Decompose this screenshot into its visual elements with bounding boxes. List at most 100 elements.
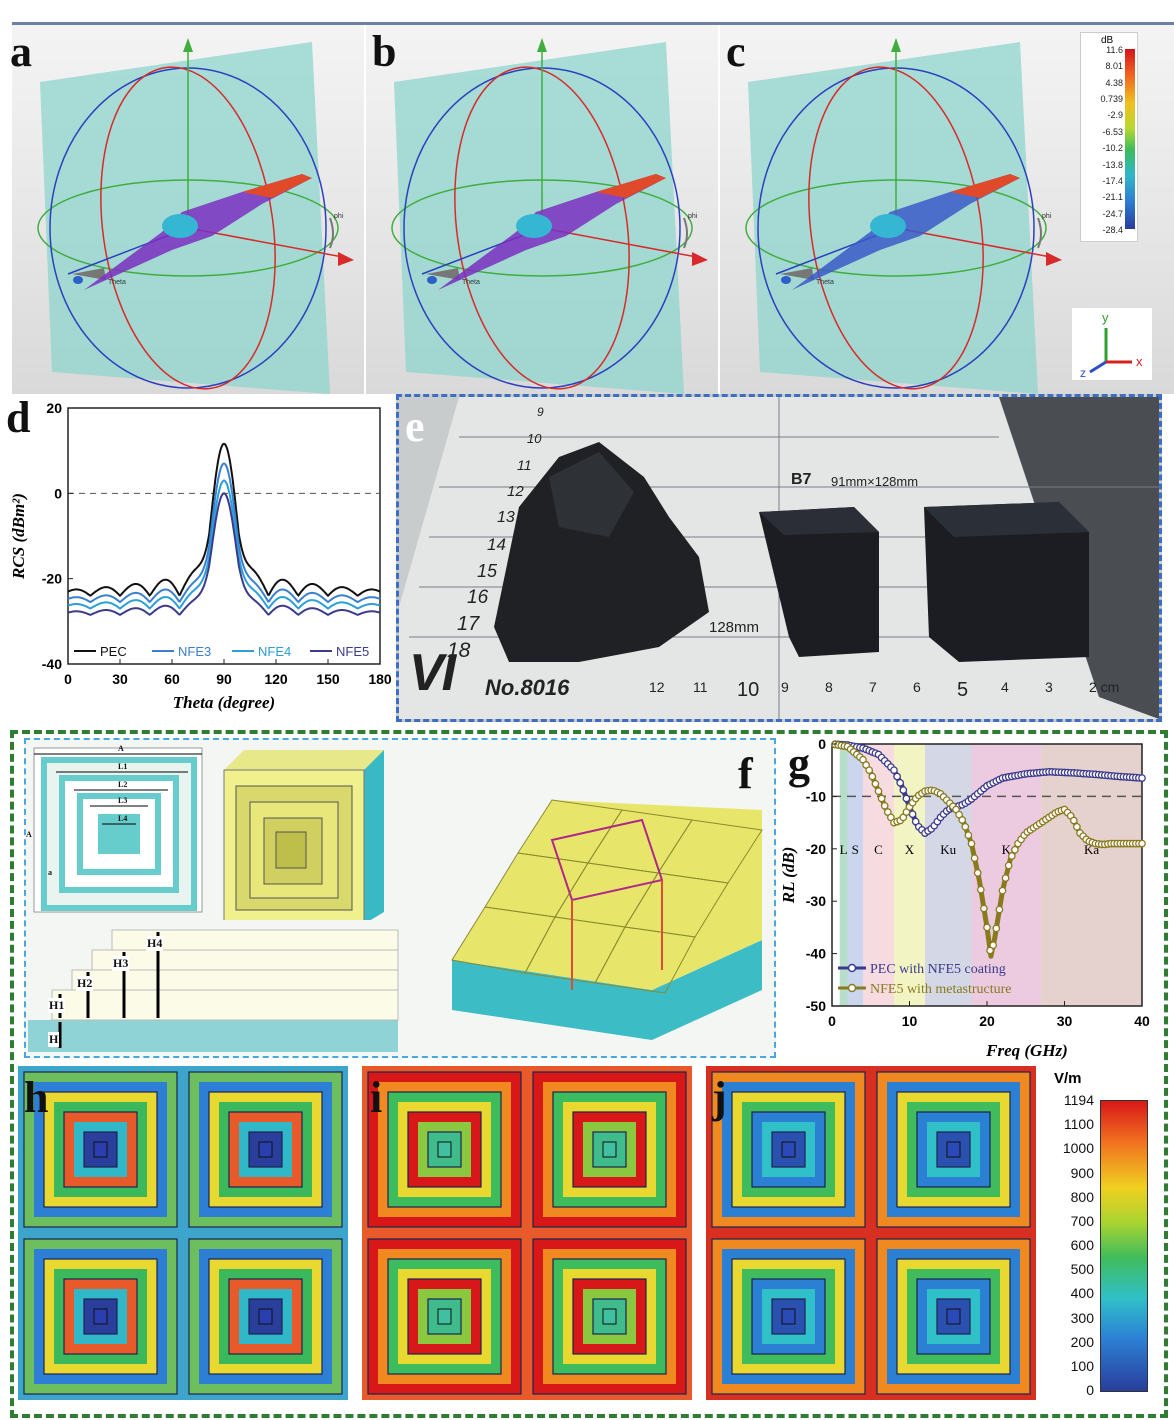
field-unit-cell (532, 1071, 687, 1228)
rcs-plot-frame (67, 407, 381, 665)
db-colorbar-tick: -21.1 (1102, 192, 1123, 203)
rl-point (980, 904, 988, 913)
metastructure-frame (10, 730, 1168, 1418)
ruler-left-number: 17 (457, 613, 480, 635)
panel-label-h: h (24, 1073, 49, 1122)
model-label: No.8016 (485, 675, 570, 700)
rl-legend-marker (847, 963, 857, 973)
triad-arrows (1089, 328, 1132, 374)
field-unit-cell (711, 1071, 866, 1228)
ruler-bottom-number: 8 (825, 679, 833, 695)
rl-band-label: K (1002, 842, 1012, 857)
rl-point (871, 779, 880, 788)
theta-axis-label: Theta (462, 279, 480, 286)
rcs-x-axis-title: Theta (degree) (173, 693, 275, 712)
db-colorbar-tick: -2.9 (1107, 110, 1123, 121)
db-colorbar-tick: -24.7 (1102, 208, 1123, 219)
rl-y-tick-label: -50 (806, 998, 826, 1014)
field-colorbar-tick: 1100 (1063, 1116, 1094, 1133)
rl-band-label: Ku (940, 842, 956, 857)
ruler-bottom-number: 11 (693, 679, 708, 695)
rcs-series-nfe3 (67, 462, 381, 604)
field-unit-cell (367, 1238, 522, 1395)
phi-axis-label: phi (1042, 213, 1052, 220)
ruler-left-number: 18 (447, 639, 471, 662)
rcs-legend-label: NFE4 (258, 644, 291, 659)
top-rule (12, 22, 1174, 25)
panel-label-j: j (712, 1073, 727, 1122)
rl-point (1011, 845, 1019, 854)
ruler-bottom-number: 6 (913, 679, 921, 695)
rcs-chart: 0 30 60 90 120 150 180 -40 -20 0 20 Theta (degree) R… (9, 400, 392, 712)
field-unit-cell (23, 1238, 178, 1395)
rl-y-axis-title: RL (dB) (779, 847, 798, 905)
photo-panel-e: 9 10 11 12 13 14 15 16 17 18 12 11 10 9 8 7 6 5 4 3 2 cm B7… (396, 394, 1162, 722)
rcs-legend-label: NFE5 (336, 644, 369, 659)
rl-band-label: X (905, 842, 915, 857)
rl-x-axis-title: Freq (GHz) (985, 1041, 1068, 1060)
rl-x-tick-label: 30 (1057, 1013, 1073, 1029)
field-colorbar-tick: 800 (1070, 1188, 1094, 1205)
ruler-bottom-number: 4 (1001, 679, 1009, 695)
field-colorbar-tick: 100 (1070, 1357, 1094, 1374)
rl-point (958, 816, 967, 824)
db-colorbar-tick: 11.6 (1106, 45, 1123, 55)
field-unit-cell (876, 1071, 1031, 1228)
rl-y-tick-label: 0 (818, 736, 826, 752)
rl-point (865, 766, 874, 775)
rl-x-tick-label: 10 (902, 1013, 918, 1029)
field-unit-cell (188, 1071, 343, 1228)
rl-point (908, 810, 917, 819)
phi-axis-label: phi (334, 213, 344, 220)
ruler-left-number: 9 (537, 405, 544, 419)
rl-band-label: L (840, 842, 848, 857)
rl-point (1069, 816, 1078, 825)
rl-y-tick-label: -20 (806, 841, 826, 857)
rcs-y-axis-title: RCS (dBm²) (9, 493, 28, 580)
unit-cell-dimension-label: a (48, 868, 52, 877)
rcs-x-tick-label: 120 (264, 671, 288, 687)
length-label: 128mm (709, 619, 760, 636)
rcs-legend-label: NFE3 (178, 644, 211, 659)
ruler-bottom-number: 3 (1045, 679, 1053, 695)
rl-x-tick-label: 0 (828, 1013, 836, 1029)
rl-point (1004, 861, 1013, 870)
rl-x-tick-label: 40 (1134, 1013, 1150, 1029)
db-colorbar-tick: -17.4 (1102, 175, 1123, 186)
ruler-bottom-number: 2 cm (1089, 679, 1120, 695)
ruler-bottom-number: 7 (869, 679, 877, 695)
unit-cell-dimension-label: A (118, 744, 124, 753)
unit-cell-dimension-label: L1 (118, 762, 128, 771)
rl-band-s (847, 744, 863, 1006)
rl-band-x (894, 744, 925, 1006)
rl-point (868, 772, 877, 781)
far-field-plot-c: Theta phi (745, 38, 1062, 394)
theta-axis-label: Theta (108, 279, 126, 286)
field-colorbar-tick: 400 (1070, 1285, 1094, 1302)
rl-legend-marker (847, 983, 857, 993)
rl-band-label: C (874, 842, 883, 857)
card-size: 91mm×128mm (831, 474, 919, 489)
rl-point (964, 831, 973, 840)
rl-point (893, 772, 901, 781)
unit-cell-dimension-label: L3 (118, 796, 128, 805)
rl-band-label: S (852, 842, 859, 857)
rl-point (877, 794, 886, 803)
rl-point (995, 905, 1004, 914)
ruler-left-number: 16 (467, 587, 489, 608)
ruler-left-number: 15 (477, 561, 498, 581)
panel-label-d: d (6, 393, 31, 442)
rl-x-tick-label: 20 (979, 1013, 995, 1029)
unit-cell-height-label: H2 (76, 976, 94, 991)
db-colorbar-tick: 0.739 (1100, 94, 1123, 105)
panel-label-c: c (726, 27, 746, 76)
field-unit-cell (532, 1238, 687, 1395)
panel-label-a: a (10, 27, 32, 76)
field-map-j (706, 1066, 1036, 1400)
rl-legend-label: NFE5 with metastructure (870, 982, 1012, 997)
field-colorbar-gradient (1100, 1100, 1148, 1392)
unit-cell-dimension-label: A (26, 830, 32, 839)
field-colorbar-tick: 1000 (1062, 1140, 1094, 1157)
